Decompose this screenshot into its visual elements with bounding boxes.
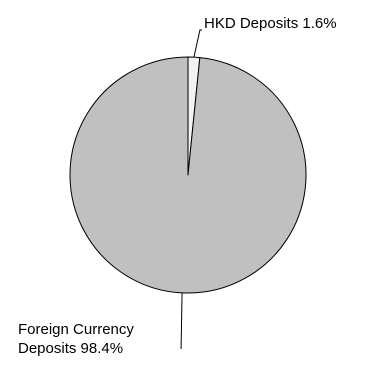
- slice-label-hkd-deposits: HKD Deposits 1.6%: [204, 15, 337, 32]
- slice-label-foreign-currency-deposits: Foreign Currency Deposits 98.4%: [18, 321, 138, 357]
- leader-lines: [180, 29, 202, 350]
- pie-slices: [69, 56, 307, 294]
- leader-line-foreign-currency-deposits: [180, 292, 183, 350]
- pie-slice-foreign-currency-deposits: [69, 56, 307, 294]
- leader-line-hkd-deposits: [193, 29, 202, 58]
